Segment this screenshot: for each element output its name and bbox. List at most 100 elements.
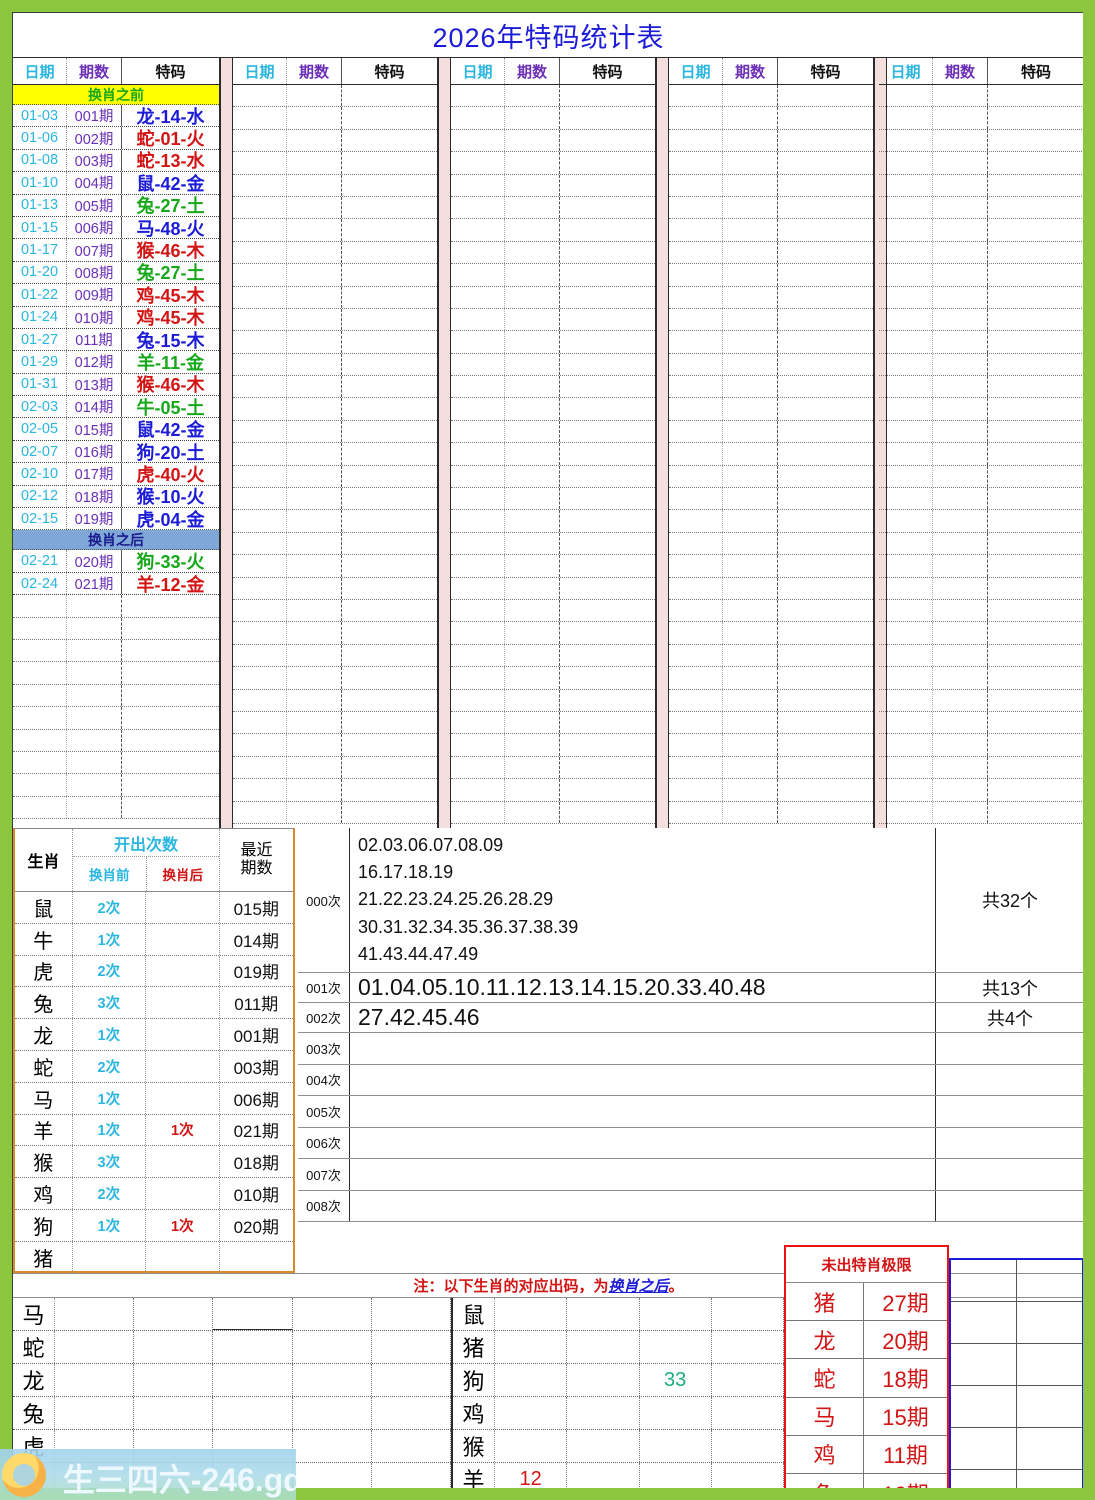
empty-row — [669, 308, 873, 332]
empty-row — [451, 331, 655, 354]
draw-column-group-4: 日期 期数 特码 — [669, 58, 874, 828]
draw-issue: 006期 — [67, 216, 122, 239]
empty-cell — [723, 801, 778, 823]
zodiac-mapping-row: 鼠 — [453, 1298, 784, 1331]
empty-cell — [669, 420, 723, 443]
empty-cell — [122, 685, 219, 706]
empty-row — [233, 376, 437, 399]
empty-cell — [560, 85, 655, 106]
empty-cell — [567, 1463, 640, 1488]
empty-cell — [933, 510, 988, 532]
empty-cell — [342, 488, 437, 509]
header-pre-switch: 换肖前 — [73, 857, 147, 891]
draw-date: 01-13 — [13, 194, 67, 216]
empty-cell — [293, 1463, 372, 1488]
empty-row — [669, 689, 873, 712]
empty-cell — [451, 152, 505, 174]
draw-row: 01-24 010期 鸡-45-木 — [13, 306, 219, 329]
empty-cell — [233, 353, 287, 376]
draw-issue: 019期 — [67, 508, 122, 530]
recent-issue: 021期 — [233, 1122, 279, 1142]
draw-column-group-1: 日期 期数 特码 换肖之前 01-03 001期 龙-14-水 01-06 002期 蛇-… — [13, 58, 220, 828]
empty-cell — [933, 532, 988, 555]
watermark-veil — [0, 1449, 296, 1500]
count-pre-switch: 2次 — [73, 955, 147, 987]
zodiac-name: 猪 — [453, 1331, 495, 1363]
empty-row — [233, 85, 437, 108]
empty-row — [13, 729, 219, 752]
draw-code: 兔-15-木 — [136, 330, 205, 351]
empty-cell — [988, 734, 1083, 755]
draw-code: 龙-14-水 — [136, 106, 205, 127]
empty-cell — [451, 376, 505, 398]
frequency-total — [936, 1128, 1083, 1159]
draw-date: 01-31 — [13, 373, 67, 396]
draw-code: 牛-05-土 — [136, 397, 205, 418]
empty-cell — [287, 577, 342, 599]
empty-cell — [122, 707, 219, 728]
empty-cell — [560, 398, 655, 419]
watermark-logo-icon — [2, 1453, 46, 1497]
empty-cell — [560, 242, 655, 263]
header-recent-line2: 期数 — [240, 860, 273, 877]
empty-cell — [134, 1430, 214, 1462]
frequency-label: 004次 — [298, 1064, 350, 1095]
empty-cell — [372, 1331, 452, 1363]
empty-cell — [505, 555, 560, 577]
draw-date: 01-22 — [13, 284, 67, 306]
frequency-label: 000次 — [298, 828, 350, 972]
zodiac-name: 羊 — [453, 1463, 495, 1488]
draw-code: 狗-33-火 — [136, 552, 205, 573]
empty-cell — [560, 354, 655, 375]
frequency-number-line: 02.03.06.07.08.09 — [358, 834, 504, 855]
mapped-number: 12 — [495, 1463, 568, 1488]
empty-cell — [560, 309, 655, 330]
empty-cell — [879, 331, 933, 353]
draw-issue: 004期 — [67, 172, 122, 194]
empty-row — [451, 488, 655, 511]
empty-cell — [669, 801, 723, 823]
empty-row — [233, 532, 437, 556]
count-post-switch — [146, 923, 220, 955]
empty-cell — [451, 398, 505, 420]
empty-cell — [723, 174, 778, 196]
empty-cell — [669, 331, 723, 353]
empty-row — [451, 376, 655, 399]
draw-column-group-3: 日期 期数 特码 — [451, 58, 656, 828]
draw-code: 猴-46-木 — [136, 375, 205, 396]
count-post-switch — [146, 955, 220, 987]
empty-cell — [233, 488, 287, 510]
empty-cell — [669, 398, 723, 420]
sheet-title-row: 2026年特码统计表 — [13, 13, 1083, 58]
empty-cell — [879, 734, 933, 756]
empty-cell — [988, 443, 1083, 464]
empty-cell — [560, 802, 655, 823]
empty-cell — [13, 774, 67, 796]
empty-row — [451, 711, 655, 735]
draw-issue: 021期 — [67, 572, 122, 595]
header-code: 特码 — [810, 63, 841, 81]
count-post-switch — [146, 1241, 220, 1273]
empty-cell — [669, 532, 723, 555]
empty-row — [233, 801, 437, 824]
empty-cell — [67, 617, 122, 639]
empty-cell — [287, 174, 342, 196]
empty-cell — [287, 219, 342, 241]
empty-cell — [988, 622, 1083, 643]
watermark: 6 生三四六-246.gd — [0, 1449, 296, 1500]
empty-row — [879, 196, 1083, 220]
note-link[interactable]: 换肖之后 — [608, 1278, 669, 1295]
empty-cell — [67, 595, 122, 617]
empty-cell — [233, 779, 287, 801]
draw-row: 01-03 001期 龙-14-水 — [13, 105, 219, 128]
empty-cell — [723, 622, 778, 644]
empty-cell — [233, 801, 287, 823]
draw-code: 猴-10-火 — [136, 487, 205, 508]
empty-cell — [933, 286, 988, 308]
empty-cell — [778, 197, 873, 218]
header-issue: 期数 — [287, 58, 342, 84]
limit-row: 马 15期 — [786, 1397, 947, 1436]
empty-cell — [879, 555, 933, 577]
column-header-row: 日期 期数 特码 — [451, 58, 655, 85]
empty-row — [233, 241, 437, 265]
